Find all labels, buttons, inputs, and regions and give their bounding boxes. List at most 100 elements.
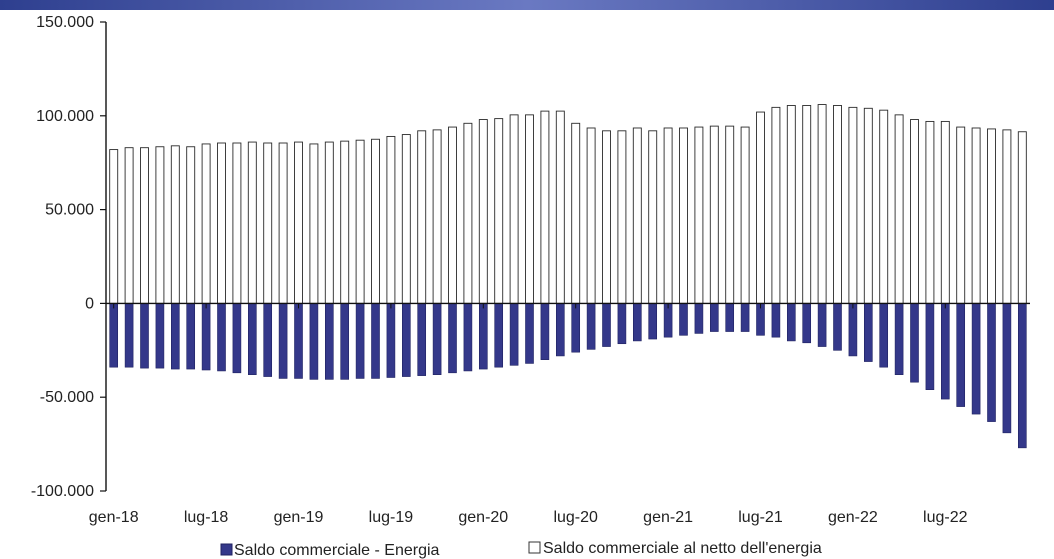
- bar-non-energy: [109, 149, 119, 304]
- bar-energy: [155, 303, 165, 369]
- bar-energy: [956, 303, 966, 407]
- bar-non-energy: [401, 134, 411, 304]
- bar-energy: [324, 303, 334, 380]
- bar-energy: [278, 303, 288, 379]
- x-tick-label: lug-18: [184, 509, 229, 526]
- bar-non-energy: [863, 107, 873, 304]
- bar-energy: [602, 303, 611, 347]
- bar-energy: [679, 303, 688, 336]
- bar-non-energy: [309, 143, 319, 304]
- bar-energy: [448, 303, 457, 374]
- bar-non-energy: [817, 104, 827, 304]
- bar-energy: [417, 303, 427, 376]
- bar-non-energy: [833, 105, 842, 304]
- bar-non-energy: [247, 141, 257, 304]
- bar-non-energy: [340, 140, 350, 304]
- bar-non-energy: [602, 130, 611, 304]
- bar-non-energy: [355, 139, 365, 304]
- bar-energy: [355, 303, 365, 379]
- bar-energy: [694, 303, 704, 334]
- legend-label-energy: Saldo commerciale - Energia: [234, 542, 440, 559]
- bar-non-energy: [494, 118, 504, 304]
- bar-non-energy: [709, 125, 719, 304]
- bar-non-energy: [740, 126, 750, 304]
- bar-non-energy: [217, 142, 226, 304]
- y-tick-label: 100.000: [36, 108, 94, 125]
- x-tick-label: gen-18: [89, 509, 139, 526]
- bar-energy: [863, 303, 873, 362]
- bar-non-energy: [956, 126, 966, 304]
- bar-non-energy: [802, 105, 812, 304]
- bar-energy: [401, 303, 411, 377]
- bar-energy: [571, 303, 581, 353]
- bar-non-energy: [263, 142, 273, 304]
- bar-non-energy: [987, 128, 996, 304]
- y-axis-ticks: 150.000 100.000 50.000 0 -50.000 -100.000: [31, 14, 106, 500]
- legend-swatch-energy: [220, 543, 233, 556]
- bar-non-energy: [201, 143, 211, 304]
- bar-energy: [309, 303, 319, 380]
- bar-energy: [171, 303, 180, 370]
- bar-energy: [463, 303, 473, 372]
- bar-energy: [663, 303, 673, 338]
- bar-non-energy: [879, 109, 889, 304]
- bar-non-energy: [294, 141, 303, 304]
- bar-non-energy: [786, 105, 796, 304]
- bar-non-energy: [170, 145, 180, 304]
- bar-energy: [494, 303, 504, 368]
- bar-non-energy: [232, 142, 242, 304]
- bar-non-energy: [694, 126, 704, 304]
- bar-energy: [201, 303, 211, 371]
- bar-non-energy: [417, 130, 427, 304]
- x-tick-label: gen-20: [458, 509, 508, 526]
- bar-energy: [617, 303, 627, 345]
- bar-non-energy: [632, 127, 642, 304]
- bar-energy: [124, 303, 134, 368]
- bar-energy: [432, 303, 442, 375]
- bar-non-energy: [771, 106, 781, 304]
- bar-non-energy: [140, 147, 149, 304]
- bar-non-energy: [894, 114, 904, 304]
- bar-non-energy: [971, 127, 981, 304]
- bar-non-energy: [324, 141, 334, 304]
- bar-energy: [725, 303, 735, 332]
- bar-non-energy: [155, 146, 165, 304]
- legend: Saldo commerciale - Energia Saldo commer…: [220, 540, 822, 559]
- bar-energy: [910, 303, 919, 383]
- bar-energy: [817, 303, 827, 347]
- bar-non-energy: [371, 138, 380, 304]
- bar-non-energy: [925, 120, 935, 304]
- bar-energy: [1002, 303, 1012, 434]
- bar-energy: [186, 303, 196, 370]
- bar-energy: [848, 303, 858, 357]
- legend-label-non-energy: Saldo commerciale al netto dell'energia: [543, 540, 822, 557]
- series-energy-bars: [109, 303, 1027, 449]
- bar-energy: [555, 303, 565, 357]
- y-tick-label: -50.000: [40, 389, 94, 406]
- bar-energy: [525, 303, 534, 364]
- bar-energy: [802, 303, 812, 344]
- bar-energy: [232, 303, 242, 374]
- bar-non-energy: [663, 127, 673, 304]
- bar-non-energy: [571, 122, 581, 304]
- bar-energy: [879, 303, 889, 368]
- x-tick-label: gen-21: [643, 509, 693, 526]
- bar-energy: [987, 303, 996, 422]
- bar-energy: [509, 303, 519, 366]
- x-tick-label: gen-19: [274, 509, 324, 526]
- bar-energy: [894, 303, 904, 375]
- bar-non-energy: [540, 110, 550, 304]
- series-non-energy-bars: [109, 104, 1027, 304]
- legend-swatch-non-energy: [528, 541, 541, 554]
- bar-non-energy: [1017, 131, 1027, 304]
- y-tick-label: -100.000: [31, 483, 94, 500]
- bar-energy: [478, 303, 488, 370]
- bar-non-energy: [278, 142, 288, 304]
- bar-energy: [586, 303, 596, 350]
- bar-energy: [340, 303, 350, 380]
- bar-non-energy: [586, 127, 596, 304]
- bar-non-energy: [555, 110, 565, 304]
- bar-energy: [971, 303, 981, 415]
